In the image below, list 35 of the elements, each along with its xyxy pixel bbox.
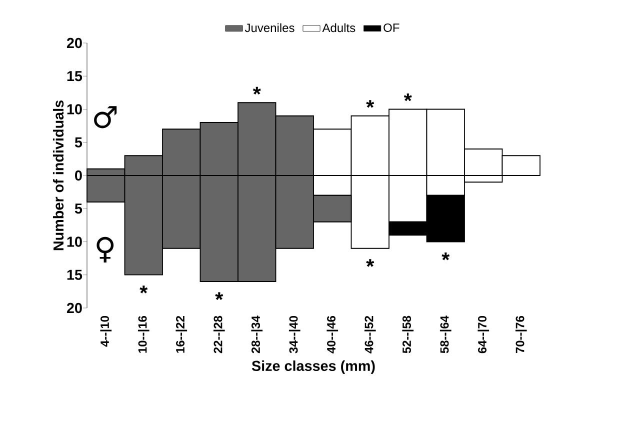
y-tick-label: 0 [75,170,82,181]
y-axis-title: Number of individuals [53,100,64,250]
annotation: * [215,292,224,300]
annotation: ♀ [96,236,114,263]
x-tick-label: 70--|76 [515,316,527,354]
annotation: ♂ [94,106,117,128]
annotation: * [366,259,374,267]
x-tick-label: 28--|34 [251,316,263,354]
x-tick-label: 46--|52 [364,316,376,354]
x-tick-label: 40--|46 [326,316,338,354]
x-tick-label: 58--|64 [440,316,452,354]
x-tick-label: 16--|22 [176,316,188,353]
annotation: * [442,252,450,260]
x-tick-label: 64--|70 [478,316,490,354]
y-tick-label: 15 [67,71,82,82]
annotation: * [252,86,261,95]
legend-label: Juveniles [244,23,294,32]
y-tick-label: 10 [67,236,82,247]
y-tick-label: 15 [67,270,82,280]
x-tick-label: 4--|10 [100,316,112,347]
x-tick-label: 34--|40 [288,316,300,354]
y-tick-label: 5 [74,204,82,214]
x-tick-label: 22--|28 [213,316,225,354]
legend-label: OF [384,23,400,32]
annotation: * [366,100,374,108]
annotation: * [404,93,412,102]
y-tick-label: 20 [66,38,82,48]
y-tick-label: 20 [66,302,82,314]
x-axis-title: Size classes (mm) [252,360,375,374]
x-tick-label: 52--|58 [402,316,414,354]
annotation: * [140,286,148,294]
y-tick-label: 5 [74,137,82,148]
legend-label: Adults [322,23,356,32]
x-tick-label: 10--|16 [138,316,150,353]
y-tick-label: 10 [67,104,82,114]
